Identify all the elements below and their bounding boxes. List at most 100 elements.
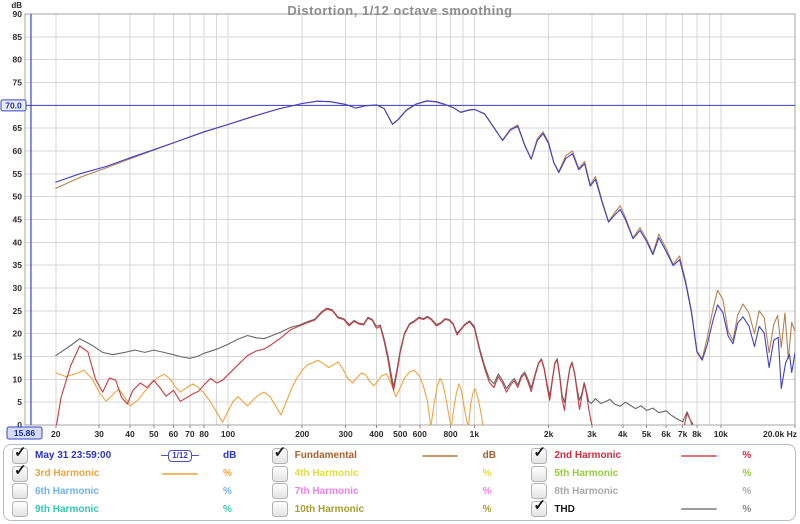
- traces: [55, 100, 795, 425]
- unit-label-2nd-harmonic: %: [742, 450, 752, 462]
- checkbox-3rd-harmonic[interactable]: ✓: [12, 462, 28, 482]
- x-tick-label: 40: [125, 429, 135, 439]
- legend-panel: ✓ May 31 23:59:00 1/12 dB ✓ Fundamental dB ✓ 2nd…: [3, 444, 796, 521]
- legend-label-fundamental: Fundamental: [294, 450, 357, 462]
- legend-item-10th-harmonic: 10th Harmonic%: [271, 500, 532, 518]
- checkbox-4th-harmonic[interactable]: [271, 465, 288, 482]
- unit-label-9th-harmonic: %: [223, 503, 232, 515]
- series-line-swatch-line: [681, 508, 718, 511]
- cursor-frequency-box: [6, 426, 43, 440]
- checkbox-7th-harmonic[interactable]: [271, 483, 288, 500]
- x-tick-label: 10k: [714, 429, 728, 439]
- y-tick-label: 40: [13, 237, 23, 247]
- y-tick-label: 20: [13, 329, 23, 339]
- series-line-swatch: [144, 472, 216, 475]
- checkbox-8th-harmonic[interactable]: [531, 483, 548, 500]
- x-tick-label: 800: [443, 429, 457, 439]
- y-tick-label: 90: [13, 9, 23, 19]
- checkmark-icon: ✓: [533, 497, 546, 515]
- trace-2nd-harmonic: [683, 412, 693, 425]
- checkmark-icon: ✓: [273, 443, 287, 461]
- x-tick-label: 2k: [544, 429, 554, 439]
- x-tick-label: 20: [51, 429, 61, 439]
- series-line-swatch: [663, 454, 735, 457]
- cursor-frequency-value: 15.86: [14, 428, 36, 438]
- y-tick-label: 30: [13, 283, 23, 293]
- checkbox-may-31-23-59-00[interactable]: ✓: [12, 444, 28, 464]
- legend-label-4th-harmonic: 4th Harmonic: [294, 468, 359, 480]
- x-tick-label: 20.0k Hz: [763, 429, 797, 439]
- series-line-swatch-line: [681, 454, 718, 457]
- legend-item-8th-harmonic: 8th Harmonic%: [531, 483, 791, 501]
- legend-label-2nd-harmonic: 2nd Harmonic: [554, 450, 622, 462]
- distortion-graph-area[interactable]: 0 5 10 15 20 25 30 35 40 45 50 55 60 65 75 80 85 90 dB 20 30…: [0, 0, 800, 443]
- legend-label-9th-harmonic: 9th Harmonic: [35, 503, 99, 515]
- series-line-swatch: [663, 508, 735, 511]
- y-tick-label: 55: [13, 169, 23, 179]
- cursor-level-box: [0, 99, 27, 112]
- legend-label-3rd-harmonic: 3rd Harmonic: [35, 468, 100, 480]
- legend-label-8th-harmonic: 8th Harmonic: [554, 485, 619, 497]
- x-tick-label: 60: [169, 429, 179, 439]
- legend-item-7th-harmonic: 7th Harmonic%: [271, 483, 532, 501]
- checkbox-10th-harmonic[interactable]: [271, 501, 288, 518]
- x-tick-label: 100: [221, 429, 235, 439]
- trace-2nd-harmonic: [55, 308, 593, 425]
- x-tick-label: 400: [369, 429, 383, 439]
- x-axis-labels: 20 30 40 50 60 70 80 100 200 300 400 500 600 800 1k 2k 3…: [51, 425, 797, 439]
- smoothing-badge-wrap: 1/12: [161, 449, 199, 462]
- unit-label-may-31-23-59-00: dB: [223, 450, 237, 462]
- plot-border: [24, 13, 796, 426]
- checkbox-9th-harmonic[interactable]: [12, 501, 28, 518]
- y-tick-label: 10: [13, 374, 23, 384]
- y-tick-label: 5: [17, 397, 22, 407]
- x-tick-label: 30: [94, 429, 104, 439]
- checkmark-icon: ✓: [533, 443, 546, 461]
- cursor-level-value: 70.0: [5, 100, 22, 110]
- checkmark-icon: ✓: [14, 461, 27, 479]
- unit-label-10th-harmonic: %: [482, 503, 492, 515]
- x-tick-label: 200: [295, 429, 309, 439]
- trace-may-31-23-59-00: [55, 100, 795, 390]
- unit-label-6th-harmonic: %: [223, 485, 232, 497]
- unit-label-8th-harmonic: %: [742, 485, 752, 497]
- series-line-swatch-line: [162, 472, 198, 475]
- unit-label-4th-harmonic: %: [482, 468, 492, 480]
- smoothing-badge: 1/12: [144, 449, 216, 462]
- trace-fundamental: [55, 100, 795, 360]
- y-tick-label: 0: [17, 420, 22, 430]
- y-tick-label: 35: [13, 260, 23, 270]
- legend-item-6th-harmonic: 6th Harmonic%: [12, 483, 272, 501]
- y-tick-label: 85: [13, 32, 23, 42]
- trace-thd: [55, 307, 694, 425]
- checkbox-5th-harmonic[interactable]: [531, 465, 548, 482]
- x-tick-label: 4k: [618, 429, 628, 439]
- x-tick-label: 600: [413, 429, 427, 439]
- legend-label-5th-harmonic: 5th Harmonic: [554, 468, 619, 480]
- y-tick-label: 75: [13, 78, 23, 88]
- legend-label-may-31-23-59-00: May 31 23:59:00: [35, 450, 112, 462]
- unit-label-5th-harmonic: %: [742, 468, 752, 480]
- x-tick-label: 70: [185, 429, 195, 439]
- smoothing-value[interactable]: 1/12: [168, 449, 192, 462]
- legend-label-6th-harmonic: 6th Harmonic: [35, 485, 99, 497]
- checkbox-fundamental[interactable]: ✓: [271, 444, 288, 464]
- unit-label-7th-harmonic: %: [482, 485, 492, 497]
- checkbox-6th-harmonic[interactable]: [12, 483, 28, 500]
- unit-label-fundamental: dB: [482, 450, 496, 462]
- x-tick-label: 7k: [678, 429, 688, 439]
- checkmark-icon: ✓: [14, 443, 27, 461]
- y-tick-label: 80: [13, 55, 23, 65]
- badge-line-right: [191, 455, 199, 457]
- x-tick-label: 6k: [661, 429, 671, 439]
- unit-label-3rd-harmonic: %: [223, 468, 232, 480]
- checkbox-2nd-harmonic[interactable]: ✓: [531, 444, 548, 464]
- y-tick-label: 50: [13, 192, 23, 202]
- checkbox-thd[interactable]: ✓: [531, 497, 548, 518]
- x-tick-label: 5k: [642, 429, 652, 439]
- x-tick-label: 300: [338, 429, 352, 439]
- legend-item-9th-harmonic: 9th Harmonic%: [12, 500, 272, 518]
- grid: [25, 14, 796, 425]
